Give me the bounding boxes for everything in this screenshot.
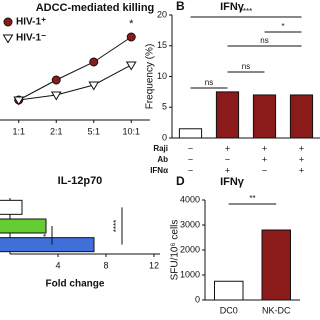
legend-marker [2,34,14,44]
row-label: IFNα [150,166,168,175]
x-tick-label: DC0 [220,305,238,315]
bar [178,128,203,139]
annotation: ns [260,36,268,45]
row-label: Raji [153,144,168,153]
series-line [18,64,132,101]
row-value: + [262,143,267,153]
annotation: * [281,22,284,31]
row-value: − [188,143,193,153]
chart-title: IL-12p70 [58,175,103,187]
x-tick-label: NK-DC [262,305,291,315]
point [88,81,100,91]
x-axis-label: Fold change [46,279,105,290]
point [13,96,25,106]
row-value: + [262,154,267,164]
annotation: ** [249,194,255,203]
panel-label: B [176,0,185,13]
y-tick-label: 20 [157,9,167,19]
annotation: * [42,234,51,237]
row-value: − [188,154,193,164]
legend-marker [3,17,13,27]
y-tick-label: 5 [162,102,167,112]
point [126,32,136,42]
bar [214,280,244,301]
annotation: * [129,18,134,30]
y-tick-label: 1000 [180,269,200,279]
point [50,91,62,101]
y-tick-label: 0 [195,294,200,304]
x-tick-label: 5:1 [87,126,100,136]
x-tick-label: 10:1 [122,126,140,136]
annotation: ns [242,62,250,71]
y-axis-label: Frequency (%) [145,44,156,110]
y-tick-label: 10 [157,71,167,81]
annotation: ns [205,78,213,87]
panel-label: D [176,174,185,188]
bar [0,218,47,234]
y-tick-label: 15 [157,40,167,50]
legend-label: HIV-1⁻ [16,33,46,44]
row-value: + [299,165,304,175]
y-axis-label: SFU/10⁶ cells [170,220,181,281]
y-tick-label: 2000 [180,244,200,254]
bar [289,94,314,139]
row-value: − [188,165,193,175]
x-tick-label: 8 [103,260,108,270]
point [125,61,137,71]
series-line [18,36,132,101]
row-value: + [225,143,230,153]
bar [252,94,277,139]
bar [0,199,23,215]
x-tick-label: 12 [149,260,159,270]
bar [261,229,291,301]
y-tick-label: 3000 [180,219,200,229]
row-value: + [299,143,304,153]
bar [215,91,240,139]
legend-label: HIV-1⁺ [16,17,46,28]
annotation: **** [240,7,252,16]
chart-title: ADCC-mediated killing [36,2,155,14]
row-label: Ab [157,155,168,164]
row-value: + [299,154,304,164]
point [51,75,61,85]
bar [0,237,95,253]
y-tick-label: 4000 [180,194,200,204]
annotation: **** [112,220,121,232]
chart-title: IFNγ [220,1,245,13]
x-tick-label: 4 [55,260,60,270]
row-value: − [225,154,230,164]
row-value: − [262,165,267,175]
chart-title: IFNγ [220,176,245,188]
y-tick-label: 0 [162,132,167,142]
x-tick-label: 2:1 [50,126,63,136]
point [89,57,99,67]
row-value: + [225,165,230,175]
x-tick-label: 1:1 [12,126,25,136]
